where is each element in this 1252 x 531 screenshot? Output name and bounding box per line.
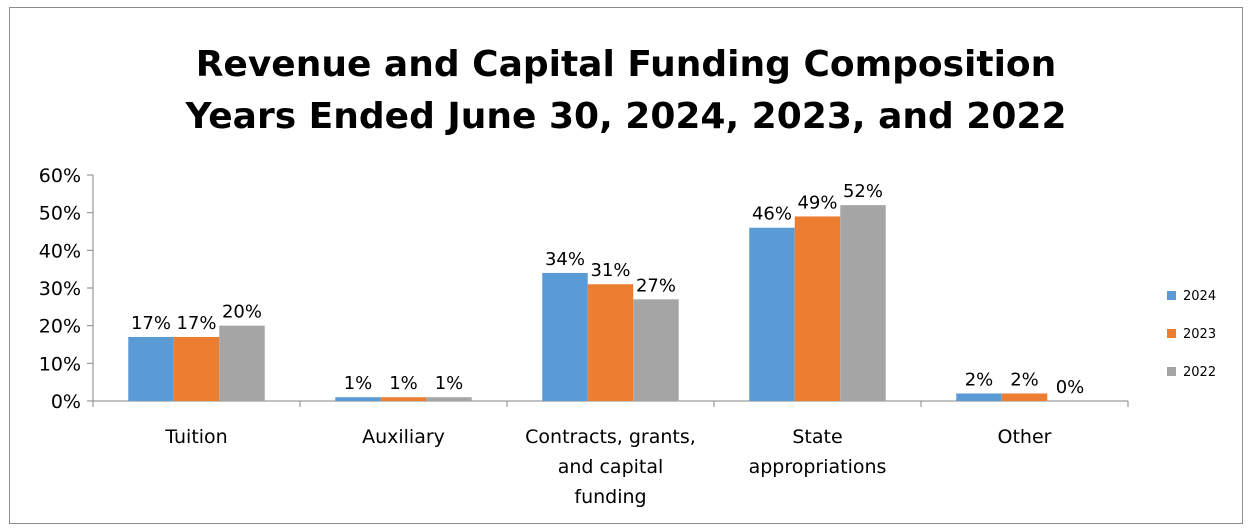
data-label: 1% bbox=[435, 373, 464, 394]
x-category-label: Tuition bbox=[164, 426, 227, 448]
x-category-label: Contracts, grants, and capital funding bbox=[525, 426, 696, 508]
y-tick-label: 40% bbox=[39, 240, 81, 262]
y-tick-label: 10% bbox=[39, 353, 81, 375]
bar-2023 bbox=[794, 216, 841, 401]
legend-swatch bbox=[1167, 367, 1176, 376]
legend-swatch bbox=[1167, 329, 1176, 338]
bar-2023 bbox=[173, 336, 220, 401]
data-label: 27% bbox=[636, 275, 676, 296]
y-tick-label: 30% bbox=[39, 278, 81, 300]
data-label: 17% bbox=[176, 313, 216, 334]
data-label: 34% bbox=[545, 249, 585, 270]
axes: 0% 10% 20% 30% 40% 50% 60% Tuition Auxiliary Cont… bbox=[39, 165, 1129, 508]
y-tick-label: 60% bbox=[39, 165, 81, 187]
data-label: 20% bbox=[222, 302, 262, 323]
y-tick-label: 20% bbox=[39, 316, 81, 338]
bar-2022 bbox=[219, 325, 265, 401]
x-category-label: State appropriations bbox=[749, 426, 887, 478]
bars-group bbox=[128, 205, 1048, 401]
data-label: 2% bbox=[965, 369, 994, 390]
data-label: 31% bbox=[590, 260, 630, 281]
data-label: 2% bbox=[1010, 369, 1039, 390]
bar-2022 bbox=[840, 205, 886, 401]
legend-label: 2022 bbox=[1183, 365, 1216, 380]
bar-2024 bbox=[335, 397, 381, 401]
bar-2023 bbox=[1001, 393, 1048, 401]
legend: 2024 2023 2022 bbox=[1167, 289, 1216, 380]
legend-label: 2024 bbox=[1183, 289, 1216, 304]
bar-2022 bbox=[633, 299, 679, 401]
data-label: 0% bbox=[1056, 377, 1085, 398]
data-label: 49% bbox=[797, 192, 837, 213]
bar-2024 bbox=[956, 393, 1002, 401]
data-label: 46% bbox=[752, 204, 792, 225]
bar-2024 bbox=[128, 336, 174, 401]
bar-2023 bbox=[587, 284, 634, 401]
bar-2024 bbox=[749, 227, 795, 401]
y-tick-label: 50% bbox=[39, 203, 81, 225]
data-label: 17% bbox=[131, 313, 171, 334]
bar-2023 bbox=[380, 397, 427, 401]
x-category-label: Auxiliary bbox=[362, 426, 445, 448]
data-label: 52% bbox=[843, 181, 883, 202]
data-labels-group: 17% 1% 34% 46% 2% 17% 1% 31% 49% 2% 20% 1% 27% 52% 0% bbox=[131, 181, 1084, 398]
chart-frame bbox=[9, 7, 1243, 524]
data-label: 1% bbox=[389, 373, 418, 394]
x-category-label: Other bbox=[998, 426, 1052, 448]
bar-2022 bbox=[426, 397, 472, 401]
chart-title: Revenue and Capital Funding Composition bbox=[196, 44, 1057, 85]
chart-subtitle: Years Ended June 30, 2024, 2023, and 202… bbox=[184, 96, 1066, 137]
legend-label: 2023 bbox=[1183, 327, 1216, 342]
bar-2024 bbox=[542, 272, 588, 401]
legend-swatch bbox=[1167, 291, 1176, 300]
data-label: 1% bbox=[344, 373, 373, 394]
y-tick-label: 0% bbox=[51, 391, 81, 413]
